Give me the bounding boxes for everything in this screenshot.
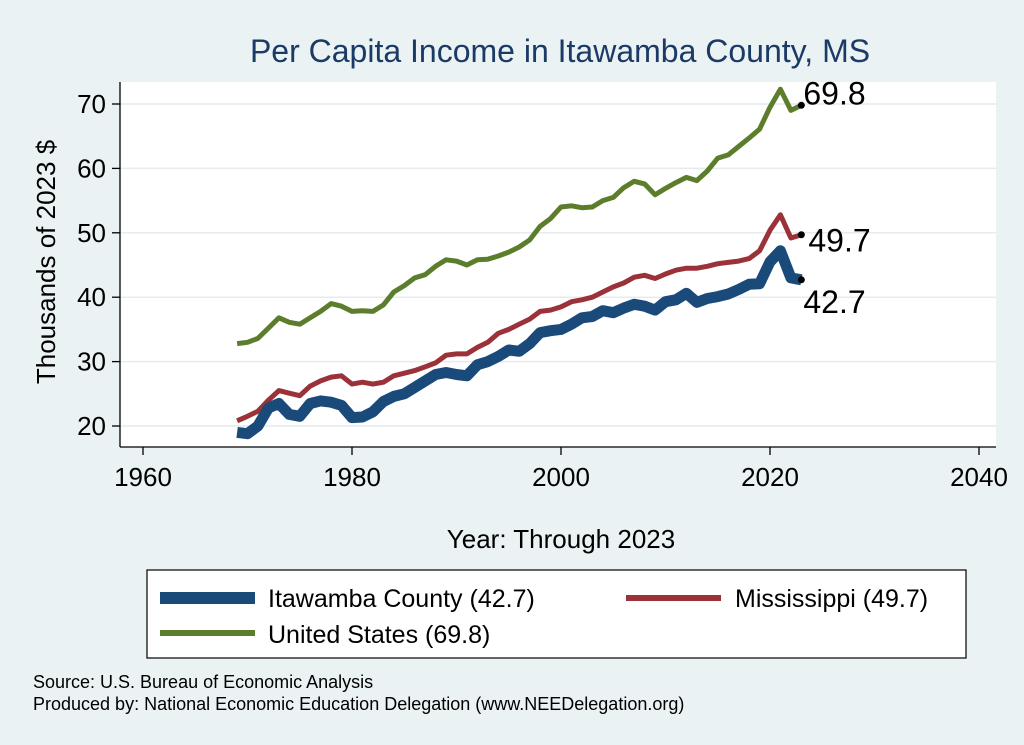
end-label-2: 69.8 <box>803 75 865 111</box>
y-tick-label: 60 <box>77 153 106 183</box>
series-line-0 <box>236 245 803 440</box>
legend-label-itawamba: Itawamba County (42.7) <box>268 585 535 613</box>
x-tick-label: 2020 <box>741 462 799 492</box>
x-tick-label: 2040 <box>950 462 1008 492</box>
chart-title: Per Capita Income in Itawamba County, MS <box>250 33 870 69</box>
series-line-2 <box>236 86 803 347</box>
series-line-1 <box>236 212 803 424</box>
x-tick-labels: 1960 1980 2000 2020 2040 <box>114 462 1008 492</box>
source-note: Source: U.S. Bureau of Economic Analysis <box>33 672 373 692</box>
end-marker-2 <box>797 101 805 109</box>
legend: Itawamba County (42.7) Mississippi (49.7… <box>146 569 967 659</box>
y-tick-label: 20 <box>77 411 106 441</box>
end-label-0: 42.7 <box>803 284 865 320</box>
series-lines <box>236 86 803 440</box>
produced-by-note: Produced by: National Economic Education… <box>33 694 684 714</box>
legend-box <box>146 569 967 659</box>
y-tick-label: 70 <box>77 89 106 119</box>
y-tick-labels: 20 30 40 50 60 70 <box>77 89 106 441</box>
end-label-1: 49.7 <box>808 223 870 259</box>
end-labels: 42.7 49.7 69.8 <box>797 75 871 320</box>
x-tick-label: 1960 <box>114 462 172 492</box>
y-axis-label: Thousands of 2023 $ <box>31 139 61 384</box>
end-marker-1 <box>797 231 805 239</box>
end-marker-0 <box>797 276 805 284</box>
x-axis-label: Year: Through 2023 <box>447 524 675 554</box>
y-tick-label: 40 <box>77 282 106 312</box>
y-tick-label: 30 <box>77 347 106 377</box>
x-tick-label: 1980 <box>323 462 381 492</box>
plot-area <box>120 82 996 447</box>
legend-label-mississippi: Mississippi (49.7) <box>735 585 928 613</box>
axes <box>112 82 996 455</box>
legend-label-us: United States (69.8) <box>268 621 490 649</box>
y-tick-label: 50 <box>77 218 106 248</box>
x-tick-label: 2000 <box>532 462 590 492</box>
grid-lines <box>120 103 996 427</box>
